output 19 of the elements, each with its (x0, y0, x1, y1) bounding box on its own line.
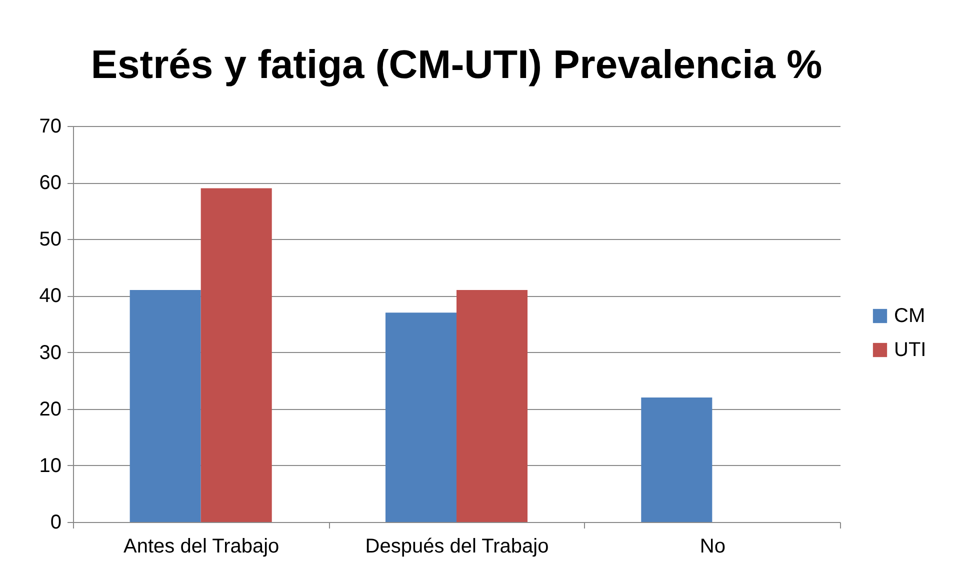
x-tick-label: No (700, 536, 726, 558)
y-tick-label: 50 (39, 228, 62, 251)
chart-title: Estrés y fatiga (CM-UTI) Prevalencia % (90, 43, 822, 87)
bar (456, 290, 528, 522)
y-tick-label: 10 (39, 454, 62, 477)
bar (130, 290, 201, 522)
y-tick-label: 60 (39, 172, 62, 194)
y-tick-label: 20 (39, 398, 62, 420)
bar (200, 188, 272, 522)
y-tick-label: 30 (39, 342, 62, 364)
y-tick-label: 0 (50, 512, 62, 534)
legend-label: CM (894, 305, 926, 327)
y-tick-label: 40 (39, 285, 62, 308)
x-tick-label: Antes del Trabajo (124, 536, 280, 558)
y-tick-label: 70 (39, 116, 62, 138)
bar (385, 312, 456, 522)
legend-label: UTI (894, 339, 926, 361)
bar (641, 398, 712, 522)
x-tick-label: Después del Trabajo (365, 536, 549, 558)
